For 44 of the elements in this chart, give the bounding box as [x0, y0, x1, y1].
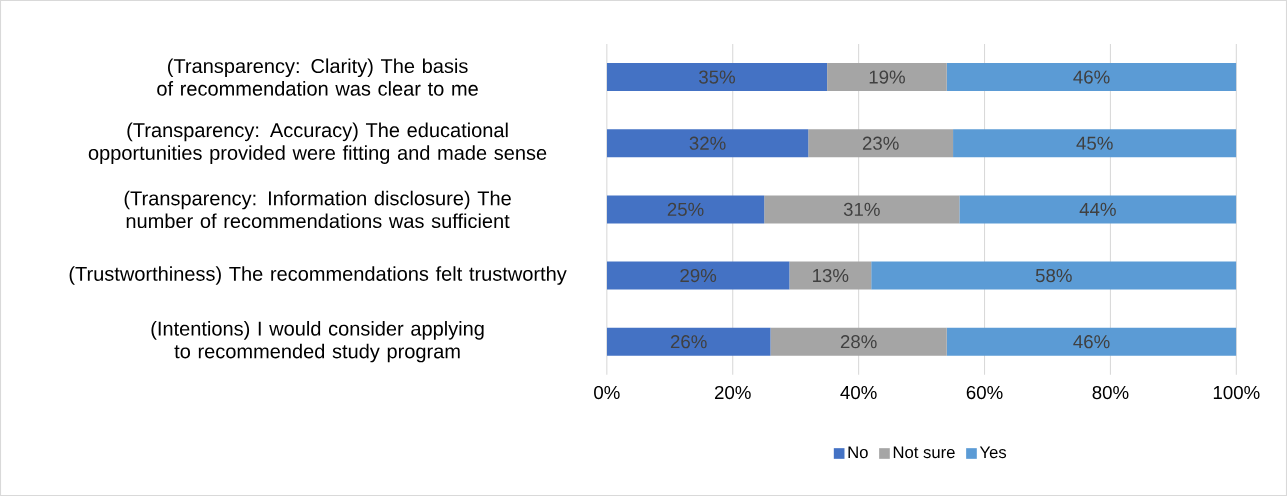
bar [959, 195, 1237, 224]
bar [606, 195, 765, 224]
x-tick-label: 100% [1213, 385, 1260, 400]
data-label: 35% [699, 70, 736, 84]
bar [606, 261, 790, 290]
data-label: 28% [840, 335, 877, 349]
data-label: 58% [1035, 268, 1072, 283]
data-label: 45% [1076, 136, 1113, 150]
data-label: 25% [667, 202, 704, 216]
bar [946, 63, 1237, 92]
data-label: 13% [813, 268, 849, 283]
data-label: 19% [869, 70, 905, 84]
legend-label: Yes [979, 446, 1007, 459]
data-label: 46% [1073, 70, 1110, 84]
bar [606, 63, 828, 92]
data-label: 32% [689, 136, 726, 150]
bar [871, 261, 1237, 290]
data-label: 31% [843, 202, 880, 216]
legend-label: Not sure [893, 446, 955, 459]
x-tick-label: 80% [1092, 385, 1129, 400]
bar [827, 63, 947, 92]
data-label: 29% [680, 268, 717, 283]
x-tick-label: 60% [966, 385, 1003, 400]
bar [946, 327, 1237, 356]
x-tick-label: 40% [840, 385, 877, 400]
y-tick-label: (Transparency: Accuracy) The educational opportunities provided were fitting and made sense [88, 122, 547, 164]
bar [606, 129, 809, 158]
bar [789, 261, 872, 290]
y-tick-label: (Transparency: Information disclosure) The number of recommendations was sufficient [124, 190, 511, 228]
bar [953, 129, 1237, 158]
bar [808, 129, 954, 158]
y-tick-label: (Transparency: Clarity) The basis of recommendation was clear to me [157, 58, 478, 96]
x-tick-label: 0% [594, 385, 620, 400]
bar [770, 327, 947, 356]
y-tick-label: (Trustworthiness) The recommendations felt trustworthy [69, 266, 567, 285]
data-label: 26% [670, 335, 707, 349]
bar [606, 327, 771, 356]
y-tick-label: (Intentions) I would consider applying to recommended study program [151, 320, 484, 363]
data-label: 44% [1079, 202, 1116, 216]
data-label: 46% [1073, 335, 1110, 349]
x-tick-label: 20% [714, 385, 751, 400]
legend-label: No [848, 446, 868, 459]
bar [764, 195, 960, 224]
data-label: 23% [862, 136, 899, 150]
